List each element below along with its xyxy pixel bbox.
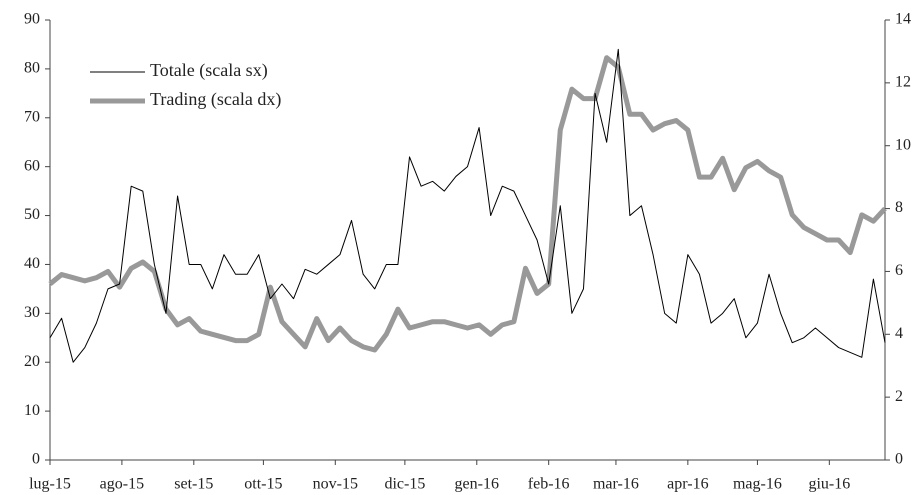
x-tick-label: set-15 [174,476,213,493]
x-tick-label: gen-16 [455,476,499,493]
x-tick-label: mag-16 [733,476,782,493]
y2-tick-label: 2 [895,388,903,405]
x-tick-label: ott-15 [244,476,282,493]
y-tick-label: 50 [24,206,40,223]
x-tick-label: apr-16 [667,476,708,493]
y2-tick-label: 12 [895,74,911,91]
y-tick-label: 20 [24,353,40,370]
x-tick-label: feb-16 [528,476,570,493]
y-tick-label: 90 [24,11,40,28]
y2-tick-label: 6 [895,262,903,279]
x-tick-label: nov-15 [313,476,358,493]
x-tick-label: lug-15 [29,476,71,493]
series-line [49,48,886,363]
y2-tick-label: 10 [895,136,911,153]
y2-tick-label: 14 [895,11,911,28]
y-tick-label: 10 [24,402,40,419]
legend-label: Trading (scala dx) [150,89,281,110]
series-line [48,55,887,353]
legend-label: Totale (scala sx) [150,60,268,81]
y2-tick-label: 0 [895,451,903,468]
y-tick-label: 60 [24,157,40,174]
y2-tick-label: 4 [895,325,903,342]
y-tick-label: 30 [24,304,40,321]
x-tick-label: dic-15 [384,476,425,493]
y-tick-label: 0 [32,451,40,468]
x-tick-label: giu-16 [808,476,850,493]
y2-tick-label: 8 [895,199,903,216]
y-tick-label: 80 [24,60,40,77]
y-tick-label: 70 [24,108,40,125]
y-tick-label: 40 [24,255,40,272]
x-tick-label: ago-15 [100,476,144,493]
x-tick-label: mar-16 [593,476,639,493]
